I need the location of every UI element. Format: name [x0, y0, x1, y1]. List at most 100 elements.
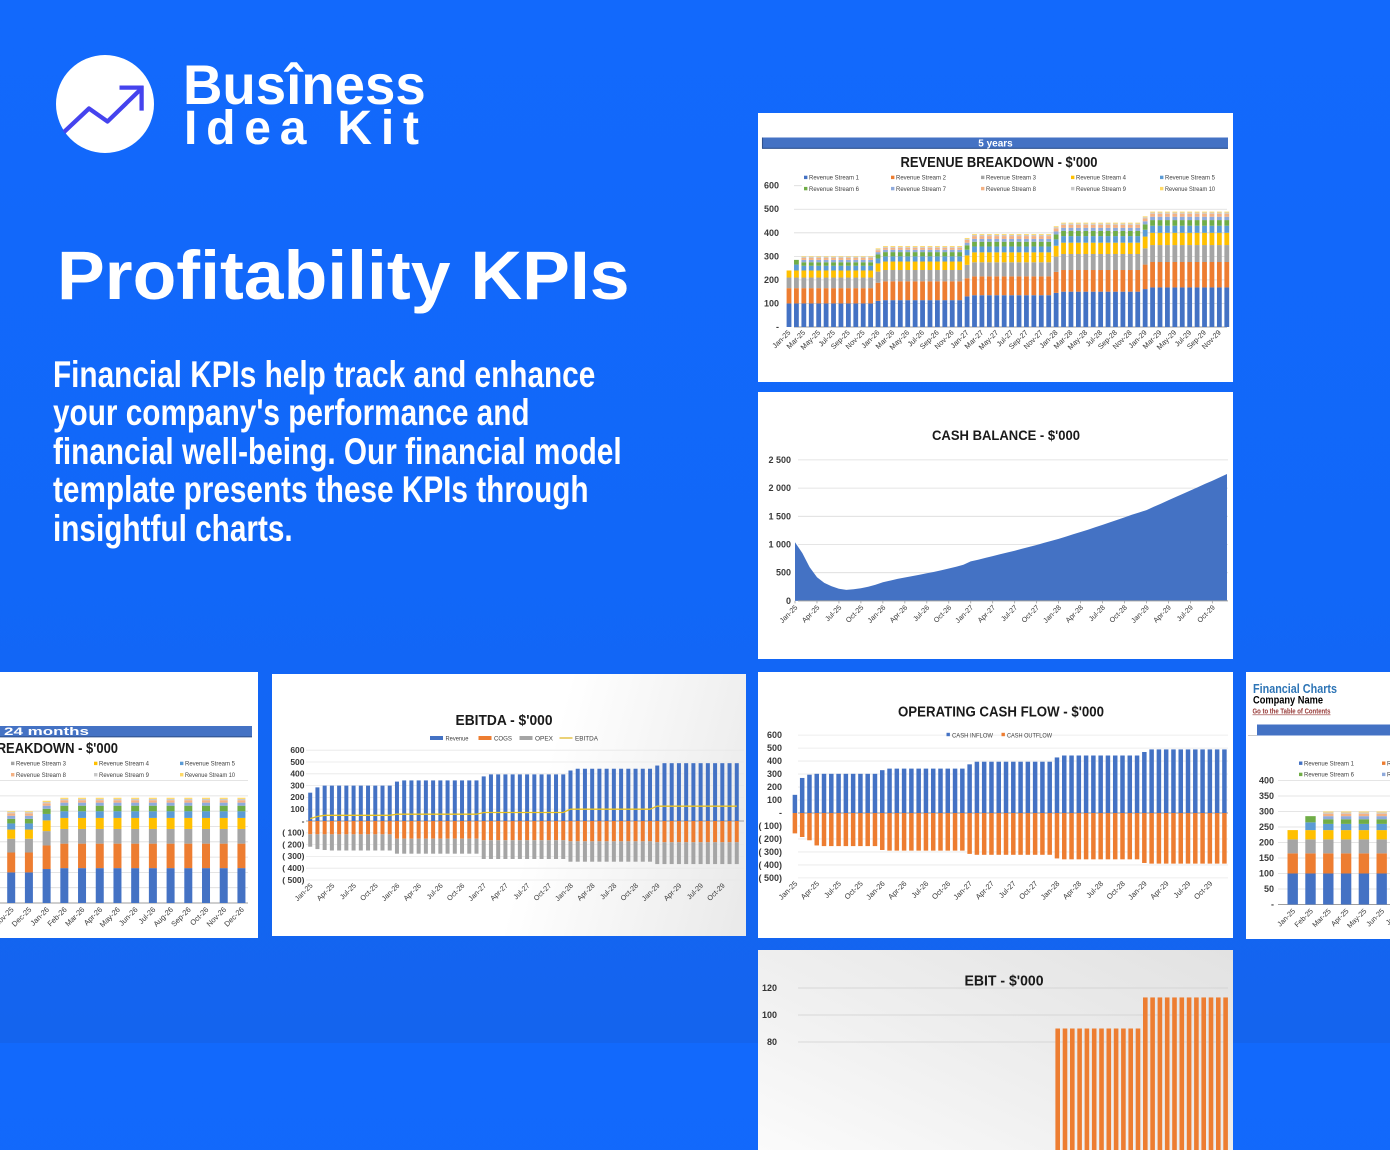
svg-text:500: 500 [764, 204, 779, 214]
svg-text:300: 300 [1259, 807, 1274, 817]
svg-text:CASH BALANCE - $'000: CASH BALANCE - $'000 [932, 427, 1080, 443]
svg-text:( 500): ( 500) [282, 875, 304, 885]
svg-text:Jan-25: Jan-25 [778, 603, 800, 625]
svg-text:Dec-26: Dec-26 [222, 905, 245, 928]
svg-text:Oct-29: Oct-29 [1192, 879, 1214, 901]
svg-text:Jul-27: Jul-27 [999, 603, 1019, 623]
svg-text:Jan-27: Jan-27 [466, 881, 488, 903]
svg-text:Jul-25: Jul-25 [338, 881, 358, 901]
svg-text:Go to the Table of Contents: Go to the Table of Contents [1253, 708, 1331, 715]
svg-text:250: 250 [1259, 822, 1274, 832]
svg-text:Apr-25: Apr-25 [800, 603, 822, 625]
svg-text:Jul-27: Jul-27 [511, 881, 531, 901]
svg-text:24 months: 24 months [4, 726, 89, 738]
svg-text:Revenue Stream 2: Revenue Stream 2 [896, 175, 946, 182]
svg-text:Apr-27: Apr-27 [488, 881, 510, 903]
svg-text:Revenue Stream 7: Revenue Stream 7 [896, 186, 946, 193]
svg-text:Company Name: Company Name [1253, 695, 1323, 707]
svg-text:Jul-26: Jul-26 [425, 881, 445, 901]
svg-text:Sep-26: Sep-26 [169, 905, 192, 928]
svg-text:Oct-29: Oct-29 [705, 881, 727, 903]
svg-text:( 500): ( 500) [758, 873, 782, 883]
svg-text:Apr-25: Apr-25 [799, 879, 821, 901]
svg-text:Jun-25: Jun-25 [1364, 907, 1386, 929]
svg-text:( 200): ( 200) [758, 834, 782, 844]
svg-text:50: 50 [1264, 884, 1274, 894]
svg-text:Revenue Stream 9: Revenue Stream 9 [1076, 186, 1126, 193]
svg-text:Oct-25: Oct-25 [843, 879, 865, 901]
svg-text:Jan-29: Jan-29 [1126, 879, 1149, 902]
svg-text:Apr-26: Apr-26 [401, 881, 423, 903]
svg-text:Revenue Stream 10: Revenue Stream 10 [185, 772, 235, 779]
svg-text:Apr-27: Apr-27 [974, 879, 996, 901]
svg-text:Jul-25: Jul-25 [823, 603, 843, 623]
svg-text:Jan-27: Jan-27 [953, 603, 975, 625]
svg-text:Jan-28: Jan-28 [553, 881, 575, 903]
svg-text:200: 200 [764, 275, 779, 285]
svg-text:Mar-26: Mar-26 [63, 905, 86, 928]
svg-text:Jul-26: Jul-26 [909, 879, 930, 900]
svg-text:2 000: 2 000 [768, 483, 791, 493]
svg-text:Jan-29: Jan-29 [640, 881, 662, 903]
svg-text:( 400): ( 400) [282, 863, 304, 873]
svg-text:EBIT - $'000: EBIT - $'000 [965, 973, 1044, 990]
svg-text:Jul-29: Jul-29 [1172, 879, 1193, 900]
svg-text:500: 500 [767, 743, 782, 753]
svg-text:Revenue Stream 5: Revenue Stream 5 [185, 761, 235, 768]
svg-text:EBITDA: EBITDA [575, 736, 599, 743]
svg-text:Oct-28: Oct-28 [1105, 879, 1127, 901]
svg-text:Revenue Stream 4: Revenue Stream 4 [1076, 175, 1126, 182]
svg-text:Revenue Stream 4: Revenue Stream 4 [99, 761, 149, 768]
svg-text:Apr-28: Apr-28 [1063, 603, 1085, 625]
svg-text:Oct-29: Oct-29 [1195, 603, 1217, 625]
svg-text:100: 100 [764, 298, 779, 308]
svg-text:Revenue Stream 1: Revenue Stream 1 [1304, 761, 1354, 768]
svg-text:80: 80 [767, 1037, 777, 1047]
svg-text:Jan-26: Jan-26 [864, 879, 887, 902]
svg-text:200: 200 [767, 782, 782, 792]
svg-text:400: 400 [764, 228, 779, 238]
svg-text:Jul-29: Jul-29 [1175, 603, 1195, 623]
svg-text:Revenue Stream 3: Revenue Stream 3 [16, 761, 66, 768]
svg-text:120: 120 [762, 983, 777, 993]
svg-text:Jul-28: Jul-28 [1084, 879, 1105, 900]
svg-text:Apr-29: Apr-29 [662, 881, 684, 903]
svg-text:150: 150 [1259, 853, 1274, 863]
svg-text:Revenue Stream 6: Revenue Stream 6 [1304, 772, 1354, 779]
svg-text:Apr-26: Apr-26 [886, 879, 908, 901]
svg-text:1 500: 1 500 [768, 511, 791, 521]
svg-text:-: - [776, 322, 779, 332]
svg-text:Jan-29: Jan-29 [1129, 603, 1151, 625]
svg-text:Revenue Stream 9: Revenue Stream 9 [99, 772, 149, 779]
svg-text:Jan-28: Jan-28 [1041, 603, 1063, 625]
svg-text:Oct-27: Oct-27 [1019, 603, 1041, 625]
svg-text:Revenue Stream 6: Revenue Stream 6 [809, 186, 859, 193]
svg-text:Revenue Stream 8: Revenue Stream 8 [986, 186, 1036, 193]
svg-text:500: 500 [290, 757, 304, 767]
svg-text:200: 200 [1259, 838, 1274, 848]
svg-text:Revenue Stream 5: Revenue Stream 5 [1165, 175, 1215, 182]
svg-text:Feb-25: Feb-25 [1292, 907, 1314, 929]
svg-text:Jul-27: Jul-27 [997, 879, 1018, 900]
svg-text:Revenue Stream 10: Revenue Stream 10 [1165, 186, 1215, 193]
svg-text:Jun-26: Jun-26 [117, 905, 140, 928]
svg-text:Revenue Stream 3: Revenue Stream 3 [986, 175, 1036, 182]
svg-text:300: 300 [290, 780, 304, 790]
svg-text:Revenue Stream 8: Revenue Stream 8 [16, 772, 66, 779]
svg-text:Apr-28: Apr-28 [1061, 879, 1083, 901]
svg-text:1 000: 1 000 [768, 540, 791, 550]
svg-text:Jul-26: Jul-26 [911, 603, 931, 623]
svg-text:Apr-29: Apr-29 [1148, 879, 1170, 901]
svg-text:May-26: May-26 [98, 905, 122, 929]
svg-text:600: 600 [290, 745, 304, 755]
svg-text:CASH INFLOW: CASH INFLOW [952, 733, 994, 740]
svg-text:600: 600 [767, 730, 782, 740]
svg-text:-: - [779, 808, 782, 818]
svg-text:100: 100 [767, 795, 782, 805]
svg-text:200: 200 [290, 792, 304, 802]
svg-text:2 500: 2 500 [768, 455, 791, 465]
svg-text:Revenue: Revenue [446, 736, 469, 743]
svg-text:REVENUE BREAKDOWN - $'000: REVENUE BREAKDOWN - $'000 [0, 740, 118, 757]
svg-text:5 years: 5 years [978, 138, 1013, 149]
svg-text:Dec-25: Dec-25 [10, 905, 33, 928]
